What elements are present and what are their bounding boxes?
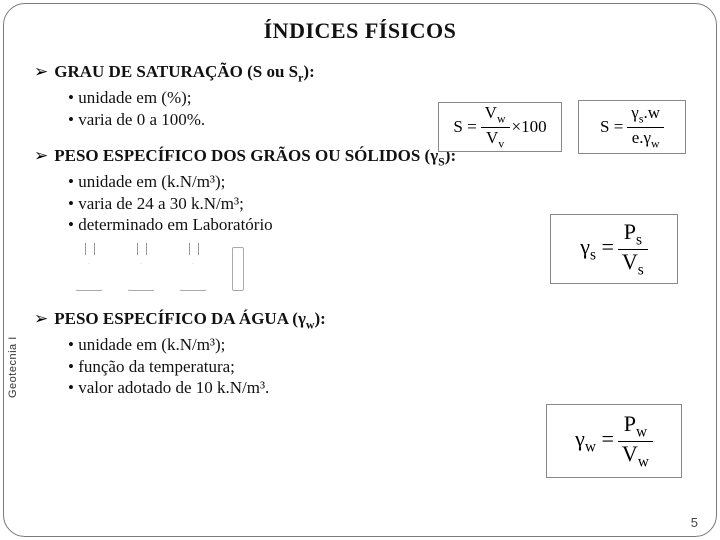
formula-numerator: Vw [481,104,510,125]
formula-denominator: Vw [618,443,653,470]
bullet-item: função da temperatura; [68,356,694,377]
flask-icon [180,253,206,293]
formula-tail: ×100 [512,117,547,137]
formula-box: S =γs.w e.γw [578,100,686,154]
formula-fraction: Ps Vs [618,221,648,278]
cylinder-icon [232,247,244,293]
bullet-item: valor adotado de 10 k.N/m³. [68,377,694,398]
formula-denominator: Vv [482,129,508,150]
formula-lhs: S = [453,117,476,137]
formula-numerator: γs.w [627,104,664,125]
bullet-item: unidade em (k.N/m³); [68,171,694,192]
sidebar-label: Geotecnia I [7,336,19,398]
bullet-item: unidade em (k.N/m³); [68,334,694,355]
formula-numerator: Ps [620,221,646,248]
formula-fraction: Pw Vw [618,413,653,470]
bullet-list: unidade em (k.N/m³);função da temperatur… [68,334,694,398]
formula-lhs: S = [600,117,623,137]
flask-icon [128,253,154,293]
formula-lhs: γw = [575,426,614,456]
formula-fraction: Vw Vv [481,104,510,150]
formula-box: γw =Pw Vw [546,404,682,478]
formula-numerator: Pw [620,413,651,440]
slide-title: ÍNDICES FÍSICOS [26,18,694,44]
section-heading: ➢PESO ESPECÍFICO DA ÁGUA (γw): [34,309,694,332]
formula-box: γs =Ps Vs [550,214,678,284]
section-heading: ➢GRAU DE SATURAÇÃO (S ou Sr): [34,62,694,85]
formula-denominator: Vs [618,251,648,278]
formula-denominator: e.γw [628,129,664,150]
formula-fraction: γs.w e.γw [627,104,664,150]
formula-box: S =Vw Vv×100 [438,102,562,152]
page-number: 5 [691,515,698,530]
bullet-item: varia de 24 a 30 k.N/m³; [68,193,694,214]
section: ➢PESO ESPECÍFICO DA ÁGUA (γw):unidade em… [26,309,694,398]
formula-lhs: γs = [580,234,614,264]
flask-icon [76,253,102,293]
